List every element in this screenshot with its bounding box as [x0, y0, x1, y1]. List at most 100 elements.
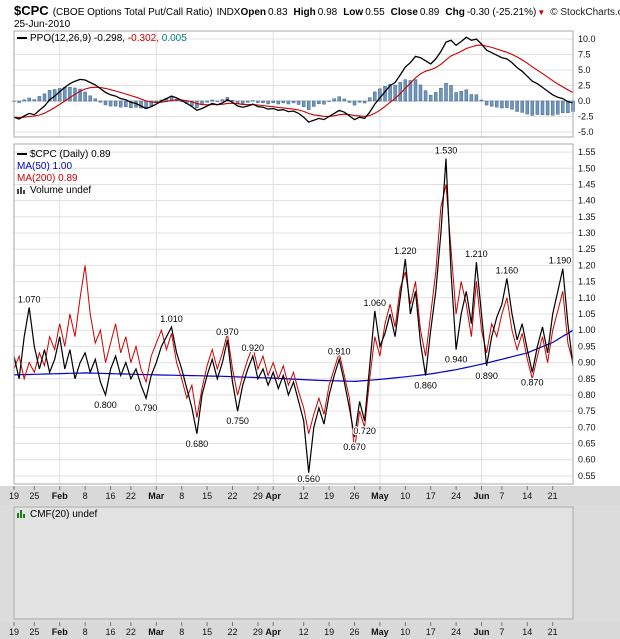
close-value: 0.89	[419, 7, 440, 18]
svg-text:1.30: 1.30	[578, 228, 596, 238]
svg-text:0.70: 0.70	[578, 422, 596, 432]
svg-text:May: May	[371, 627, 389, 637]
svg-text:10.0: 10.0	[578, 34, 596, 44]
svg-text:7.5: 7.5	[578, 50, 591, 60]
open-value: 0.83	[268, 7, 288, 18]
svg-text:0.890: 0.890	[475, 371, 498, 381]
svg-text:Mar: Mar	[148, 491, 165, 501]
ppo-signal-value: -0.302,	[127, 33, 159, 44]
svg-text:0.800: 0.800	[94, 400, 117, 410]
chg-value: -0.30 (-25.21%)	[466, 7, 537, 18]
svg-text:1.05: 1.05	[578, 309, 596, 319]
legend-ma50-label: MA(50) 1.00	[17, 161, 73, 172]
svg-text:0.940: 0.940	[445, 355, 468, 365]
svg-text:0.85: 0.85	[578, 374, 596, 384]
high-label: High	[293, 7, 316, 18]
main-panel: 1.55 1.50 1.45 1.40 1.35 1.30 1.25 1.20 1.15 1.10…	[0, 140, 620, 505]
chart-header: $CPC (CBOE Options Total Put/Call Ratio)…	[0, 0, 620, 30]
svg-text:17: 17	[426, 491, 436, 501]
chart-date: 25-Jun-2010	[14, 19, 71, 30]
legend-ma200-label: MA(200) 0.89	[17, 173, 78, 184]
svg-text:8: 8	[179, 491, 184, 501]
svg-text:0.60: 0.60	[578, 455, 596, 465]
ppo-line-glyph	[17, 37, 27, 40]
svg-text:8: 8	[179, 627, 184, 637]
down-arrow-icon: ▼	[537, 8, 546, 17]
svg-text:1.210: 1.210	[465, 249, 488, 259]
low-value: 0.55	[365, 7, 385, 18]
svg-text:14: 14	[522, 491, 532, 501]
svg-text:15: 15	[202, 491, 212, 501]
svg-text:0.75: 0.75	[578, 406, 596, 416]
svg-text:22: 22	[228, 627, 238, 637]
svg-text:Jun: Jun	[474, 627, 490, 637]
svg-text:0.870: 0.870	[521, 377, 544, 387]
svg-text:15: 15	[202, 627, 212, 637]
ppo-hist-value: 0.005	[161, 33, 187, 44]
legend-ma200: MA(200) 0.89	[17, 173, 111, 185]
svg-text:0.560: 0.560	[297, 474, 320, 484]
svg-text:1.50: 1.50	[578, 163, 596, 173]
svg-text:12: 12	[299, 627, 309, 637]
svg-text:-5.0: -5.0	[578, 127, 594, 137]
svg-text:1.220: 1.220	[394, 246, 417, 256]
legend-volume-label: Volume undef	[30, 185, 92, 196]
svg-text:0.860: 0.860	[414, 381, 437, 391]
svg-text:May: May	[371, 491, 389, 501]
svg-text:8: 8	[83, 627, 88, 637]
svg-text:1.20: 1.20	[578, 260, 596, 270]
exchange: INDX	[216, 7, 241, 18]
quote-summary: Open 0.83 High 0.98 Low 0.55 Close 0.89 Chg -0.30…	[240, 7, 536, 18]
legend-cpc: $CPC (Daily) 0.89	[17, 149, 111, 161]
svg-text:12: 12	[299, 491, 309, 501]
svg-text:1.530: 1.530	[435, 146, 458, 156]
cmf-chart: 19 25 Feb 8 16 22 Mar 8 15 22 29 Apr 12 19 26 May 10 17 24…	[0, 505, 620, 639]
svg-text:1.45: 1.45	[578, 179, 596, 189]
svg-text:21: 21	[548, 627, 558, 637]
copyright-link[interactable]: © StockCharts.com	[550, 7, 620, 18]
svg-text:8: 8	[83, 491, 88, 501]
svg-text:0.90: 0.90	[578, 358, 596, 368]
svg-text:19: 19	[9, 627, 19, 637]
svg-text:Feb: Feb	[52, 491, 69, 501]
chg-label: Chg	[445, 7, 465, 18]
open-label: Open	[240, 7, 267, 18]
svg-text:10: 10	[400, 491, 410, 501]
svg-text:1.25: 1.25	[578, 244, 596, 254]
svg-text:1.00: 1.00	[578, 325, 596, 335]
ppo-panel: 10.0 7.5 5.0 2.5 0.0 -2.5 -5.0 PPO(12,26,9) -0…	[0, 28, 620, 140]
cmf-panel: 19 25 Feb 8 16 22 Mar 8 15 22 29 Apr 12 19 26 May 10 17 24…	[0, 505, 620, 639]
cmf-label: CMF(20) undef	[17, 509, 97, 520]
symbol: $CPC	[14, 3, 49, 18]
svg-text:22: 22	[126, 491, 136, 501]
svg-text:1.190: 1.190	[549, 256, 572, 266]
svg-text:7: 7	[499, 491, 504, 501]
svg-text:24: 24	[451, 491, 461, 501]
svg-text:16: 16	[106, 491, 116, 501]
svg-text:24: 24	[451, 627, 461, 637]
svg-text:19: 19	[9, 491, 19, 501]
close-label: Close	[390, 7, 418, 18]
svg-text:0.680: 0.680	[186, 439, 209, 449]
svg-text:1.40: 1.40	[578, 196, 596, 206]
svg-text:0.970: 0.970	[216, 327, 239, 337]
svg-text:1.10: 1.10	[578, 293, 596, 303]
svg-text:Apr: Apr	[265, 627, 281, 637]
svg-text:22: 22	[228, 491, 238, 501]
svg-text:0.65: 0.65	[578, 439, 596, 449]
svg-text:0.80: 0.80	[578, 390, 596, 400]
cpc-line-glyph	[17, 153, 27, 156]
svg-text:0.910: 0.910	[328, 346, 351, 356]
title-row: $CPC (CBOE Options Total Put/Call Ratio)…	[14, 3, 620, 18]
svg-text:Mar: Mar	[148, 627, 165, 637]
svg-text:5.0: 5.0	[578, 65, 591, 75]
svg-text:1.15: 1.15	[578, 277, 596, 287]
svg-text:16: 16	[106, 627, 116, 637]
ppo-chart: 10.0 7.5 5.0 2.5 0.0 -2.5 -5.0	[12, 30, 596, 138]
svg-text:0.720: 0.720	[353, 426, 376, 436]
legend-cpc-label: $CPC (Daily) 0.89	[30, 149, 111, 160]
svg-text:10: 10	[400, 627, 410, 637]
legend-ma50: MA(50) 1.00	[17, 161, 111, 173]
svg-text:0.0: 0.0	[578, 96, 591, 106]
svg-text:26: 26	[349, 627, 359, 637]
